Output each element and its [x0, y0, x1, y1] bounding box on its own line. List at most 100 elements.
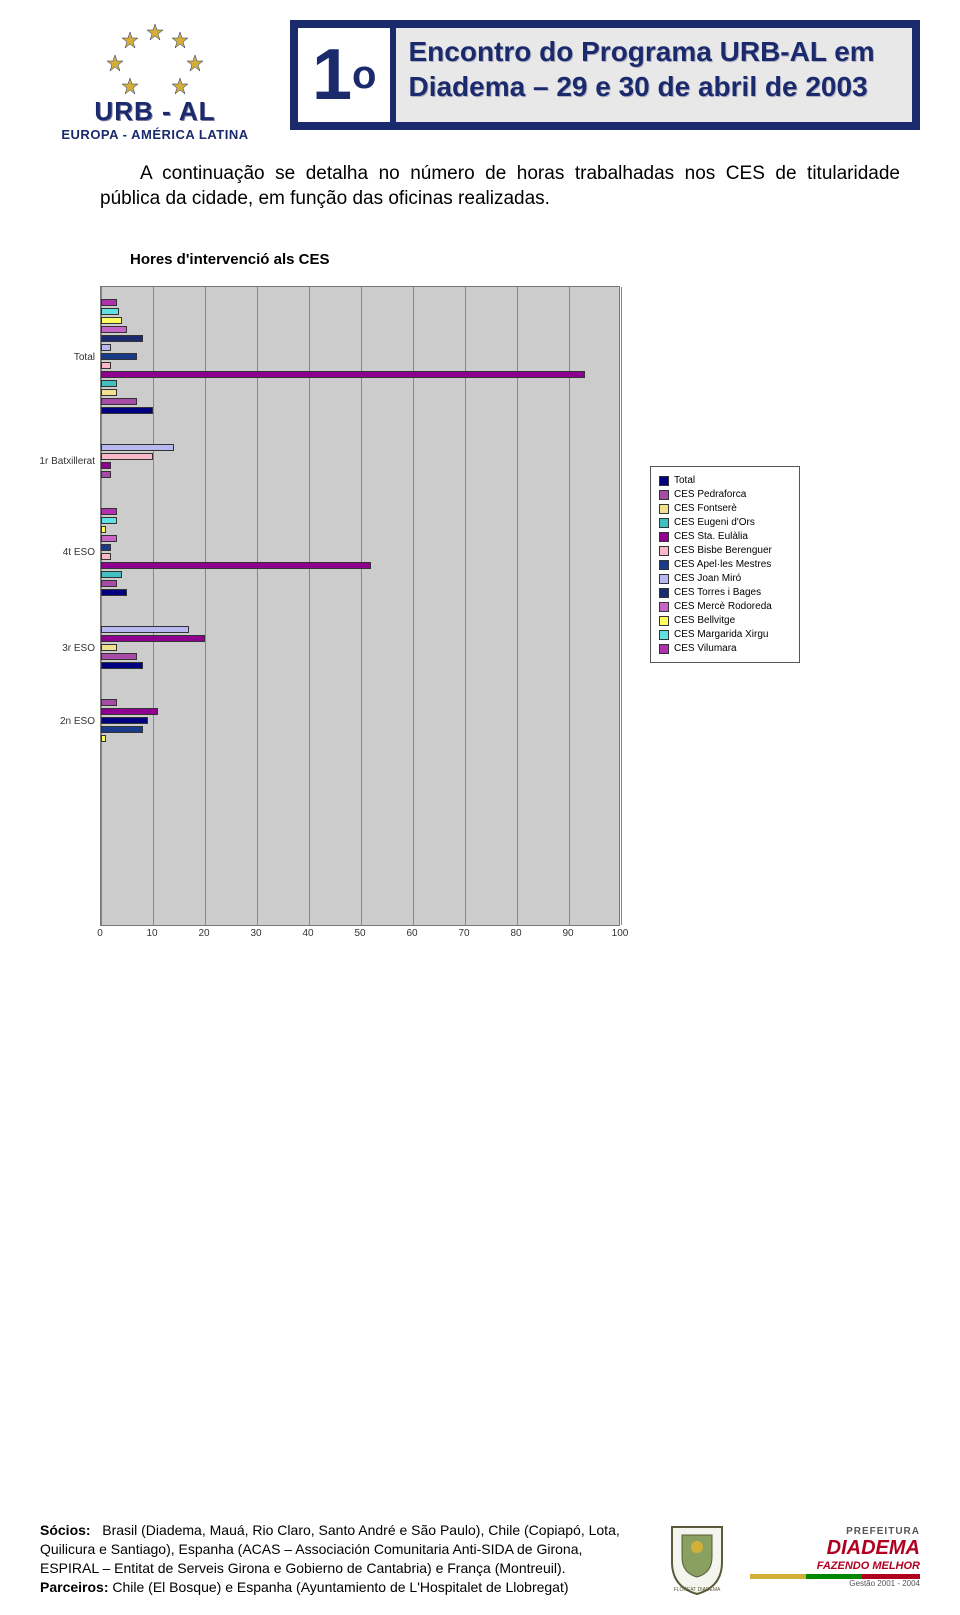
chart-bar: [101, 517, 117, 524]
legend-label: CES Bisbe Berenguer: [674, 544, 772, 557]
legend-swatch: [659, 490, 669, 500]
logo-title: URB - AL: [40, 96, 270, 127]
legend-item: CES Mercè Rodoreda: [659, 600, 791, 613]
chart-bar: [101, 589, 127, 596]
x-tick-label: 60: [406, 928, 417, 939]
legend-item: CES Margarida Xirgu: [659, 628, 791, 641]
chart-bar: [101, 344, 111, 351]
legend-swatch: [659, 518, 669, 528]
y-category-label: 4t ESO: [63, 547, 95, 558]
x-tick-label: 0: [97, 928, 103, 939]
chart-bar: [101, 453, 153, 460]
diadema-line1: PREFEITURA: [750, 1526, 920, 1537]
chart-container: Hores d'intervenció als CES Total1r Batx…: [100, 251, 900, 926]
chart-bar: [101, 580, 117, 587]
legend-label: CES Vilumara: [674, 642, 737, 655]
y-category-label: Total: [74, 352, 95, 363]
event-banner: 1o Encontro do Programa URB-AL em Diadem…: [290, 20, 920, 130]
y-category-label: 1r Batxillerat: [39, 456, 95, 467]
chart-bar: [101, 317, 122, 324]
chart-x-labels: 0102030405060708090100: [100, 928, 620, 944]
chart-bar: [101, 335, 143, 342]
legend-swatch: [659, 616, 669, 626]
legend-item: CES Eugeni d'Ors: [659, 516, 791, 529]
legend-label: CES Mercè Rodoreda: [674, 600, 772, 613]
chart-bar: [101, 717, 148, 724]
legend-swatch: [659, 476, 669, 486]
legend-label: CES Fontserè: [674, 502, 737, 515]
chart-body: Total1r Batxillerat4t ESO3r ESO2n ESO 01…: [100, 286, 900, 926]
chart-bar: [101, 508, 117, 515]
chart-bar: [101, 526, 106, 533]
x-tick-label: 10: [146, 928, 157, 939]
diadema-line2: DIADEMA: [750, 1537, 920, 1560]
intro-paragraph: A continuação se detalha no número de ho…: [0, 152, 960, 211]
chart-bar: [101, 471, 111, 478]
legend-item: CES Pedraforca: [659, 488, 791, 501]
parceiros-label: Parceiros:: [40, 1579, 108, 1595]
chart-bar: [101, 326, 127, 333]
legend-item: Total: [659, 474, 791, 487]
diadema-line3: FAZENDO MELHOR: [750, 1560, 920, 1572]
chart-bar: [101, 653, 137, 660]
y-category-label: 3r ESO: [62, 643, 95, 654]
chart-bar: [101, 308, 119, 315]
footer-text-block: Sócios: Brasil (Diadema, Mauá, Rio Claro…: [40, 1521, 644, 1597]
chart-bar: [101, 635, 205, 642]
legend-label: CES Pedraforca: [674, 488, 746, 501]
socios-label: Sócios:: [40, 1522, 91, 1538]
diadema-line4: Gestão 2001 - 2004: [750, 1579, 920, 1588]
legend-label: CES Apel·les Mestres: [674, 558, 771, 571]
chart-bar: [101, 699, 117, 706]
legend-swatch: [659, 588, 669, 598]
chart-bars: [101, 287, 619, 925]
legend-label: CES Sta. Eulàlia: [674, 530, 748, 543]
x-tick-label: 50: [354, 928, 365, 939]
legend-label: CES Margarida Xirgu: [674, 628, 768, 641]
x-tick-label: 80: [510, 928, 521, 939]
legend-swatch: [659, 574, 669, 584]
chart-bar: [101, 380, 117, 387]
legend-swatch: [659, 532, 669, 542]
legend-swatch: [659, 560, 669, 570]
logo-subtitle: EUROPA - AMÉRICA LATINA: [40, 127, 270, 142]
chart-bar: [101, 444, 174, 451]
socios-text: Brasil (Diadema, Mauá, Rio Claro, Santo …: [40, 1522, 620, 1576]
legend-item: CES Bisbe Berenguer: [659, 544, 791, 557]
x-tick-label: 100: [612, 928, 629, 939]
chart-bar: [101, 398, 137, 405]
chart-bar: [101, 626, 189, 633]
chart-bar: [101, 535, 117, 542]
banner-number: 1o: [298, 28, 396, 122]
legend-item: CES Bellvitge: [659, 614, 791, 627]
legend-item: CES Apel·les Mestres: [659, 558, 791, 571]
banner-num-val: 1: [312, 39, 352, 111]
x-tick-label: 40: [302, 928, 313, 939]
chart-bar: [101, 735, 106, 742]
chart-bar: [101, 371, 585, 378]
chart-bar: [101, 644, 117, 651]
chart-title: Hores d'intervenció als CES: [130, 251, 900, 268]
legend-item: CES Torres i Bages: [659, 586, 791, 599]
legend-item: CES Joan Miró: [659, 572, 791, 585]
page-header: URB - AL EUROPA - AMÉRICA LATINA 1o Enco…: [0, 0, 960, 152]
legend-item: CES Fontserè: [659, 502, 791, 515]
chart-bar: [101, 662, 143, 669]
footer-socios: Sócios: Brasil (Diadema, Mauá, Rio Claro…: [40, 1521, 644, 1578]
legend-swatch: [659, 644, 669, 654]
footer-logos: FLOREAT DIADEMA PREFEITURA DIADEMA FAZEN…: [662, 1517, 920, 1597]
chart-y-labels: Total 1r Batxillerat 4t ESO 3r ESO 2n ESO: [40, 286, 95, 926]
chart-bar: [101, 544, 111, 551]
legend-swatch: [659, 602, 669, 612]
parceiros-text: Chile (El Bosque) e Espanha (Ayuntamient…: [112, 1579, 568, 1595]
legend-swatch: [659, 630, 669, 640]
chart-bar: [101, 553, 111, 560]
chart-bar: [101, 562, 371, 569]
x-tick-label: 30: [250, 928, 261, 939]
y-category-label: 2n ESO: [60, 716, 95, 727]
urb-al-logo: URB - AL EUROPA - AMÉRICA LATINA: [40, 20, 270, 142]
legend-label: CES Torres i Bages: [674, 586, 761, 599]
x-tick-label: 90: [562, 928, 573, 939]
legend-label: Total: [674, 474, 695, 487]
intro-text: A continuação se detalha no número de ho…: [100, 163, 900, 209]
